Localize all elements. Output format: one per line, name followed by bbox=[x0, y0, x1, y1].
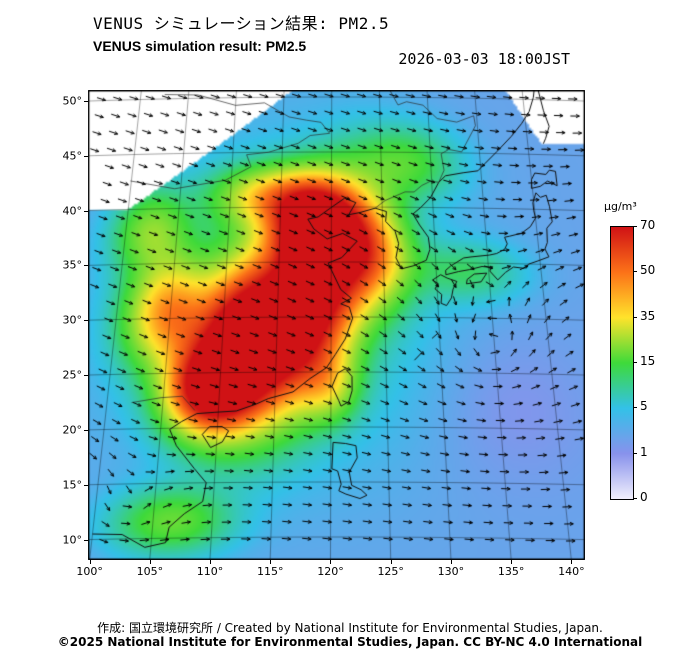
x-axis-tick-label: 115° bbox=[257, 565, 284, 578]
x-axis-tick-label: 105° bbox=[136, 565, 164, 578]
x-axis-tick-label: 100° bbox=[76, 565, 103, 578]
y-axis-tickmark bbox=[84, 484, 88, 486]
colorbar-tickmark bbox=[633, 316, 637, 318]
colorbar-tick-label: 15 bbox=[640, 354, 656, 368]
colorbar-tick-label: 1 bbox=[640, 444, 648, 459]
colorbar-tickmark bbox=[633, 452, 637, 454]
y-axis-tickmark bbox=[84, 210, 88, 212]
colorbar-tick-label: 70 bbox=[640, 218, 656, 232]
y-axis-tick-label: 30° bbox=[62, 313, 83, 327]
y-axis-tick-label: 25° bbox=[62, 368, 83, 382]
x-axis-tick-label: 130° bbox=[437, 565, 465, 578]
y-axis-tick-label: 45° bbox=[62, 149, 83, 163]
copyright-line: ©2025 National Institute for Environment… bbox=[57, 635, 643, 649]
x-axis-tickmark bbox=[571, 560, 573, 564]
y-axis-tickmark bbox=[84, 539, 88, 541]
y-axis-tickmark bbox=[84, 155, 88, 157]
x-axis-tick-label: 120° bbox=[317, 565, 344, 578]
credit-line: 作成: 国立環境研究所 / Created by National Instit… bbox=[97, 621, 603, 635]
x-axis-tick-label: 110° bbox=[196, 565, 224, 578]
colorbar-gradient bbox=[610, 226, 634, 500]
y-axis-tickmark bbox=[84, 101, 88, 103]
y-axis-tick-label: 35° bbox=[62, 258, 83, 272]
y-axis-tick-label: 20° bbox=[62, 423, 83, 437]
y-axis-tick-label: 15° bbox=[62, 478, 83, 492]
y-axis-tick-label: 40° bbox=[62, 204, 83, 218]
x-axis-tickmark bbox=[390, 560, 392, 564]
y-axis-tick-label: 10° bbox=[62, 533, 83, 547]
x-axis-tickmark bbox=[330, 560, 332, 564]
y-axis-tick-label: 50° bbox=[62, 94, 83, 108]
title-japanese: VENUS シミュレーション結果: PM2.5 bbox=[93, 14, 390, 33]
x-axis-tickmark bbox=[149, 560, 151, 564]
colorbar-tick-label: 5 bbox=[640, 399, 648, 414]
title-english: VENUS simulation result: PM2.5 bbox=[93, 38, 307, 54]
timestamp: 2026-03-03 18:00JST bbox=[398, 50, 570, 68]
pm25-heatmap-canvas bbox=[88, 90, 585, 560]
y-axis-tickmark bbox=[84, 429, 88, 431]
x-axis-tickmark bbox=[450, 560, 452, 564]
y-axis-tickmark bbox=[84, 375, 88, 377]
colorbar-tick-label: 0 bbox=[640, 490, 648, 504]
x-axis-tickmark bbox=[89, 560, 91, 564]
y-axis-tickmark bbox=[84, 265, 88, 267]
x-axis-tick-label: 140° bbox=[558, 565, 585, 578]
y-axis-tickmark bbox=[84, 320, 88, 322]
colorbar-tick-label: 35 bbox=[640, 308, 656, 323]
colorbar-tickmark bbox=[633, 407, 637, 409]
x-axis-tickmark bbox=[270, 560, 272, 564]
colorbar-tickmark bbox=[633, 362, 637, 363]
colorbar-tickmark bbox=[633, 271, 637, 273]
colorbar-tick-label: 50 bbox=[640, 263, 656, 278]
x-axis-tick-label: 125° bbox=[377, 565, 404, 578]
x-axis-tickmark bbox=[511, 560, 513, 564]
x-axis-tick-label: 135° bbox=[497, 565, 525, 578]
x-axis-tickmark bbox=[210, 560, 212, 564]
colorbar: µg/m³ 0 1 5 15 35 50 70 bbox=[600, 200, 680, 520]
colorbar-unit-label: µg/m³ bbox=[604, 200, 637, 213]
colorbar-tickmark bbox=[633, 498, 637, 499]
colorbar-tickmark bbox=[633, 226, 637, 227]
map-plot bbox=[88, 90, 585, 560]
